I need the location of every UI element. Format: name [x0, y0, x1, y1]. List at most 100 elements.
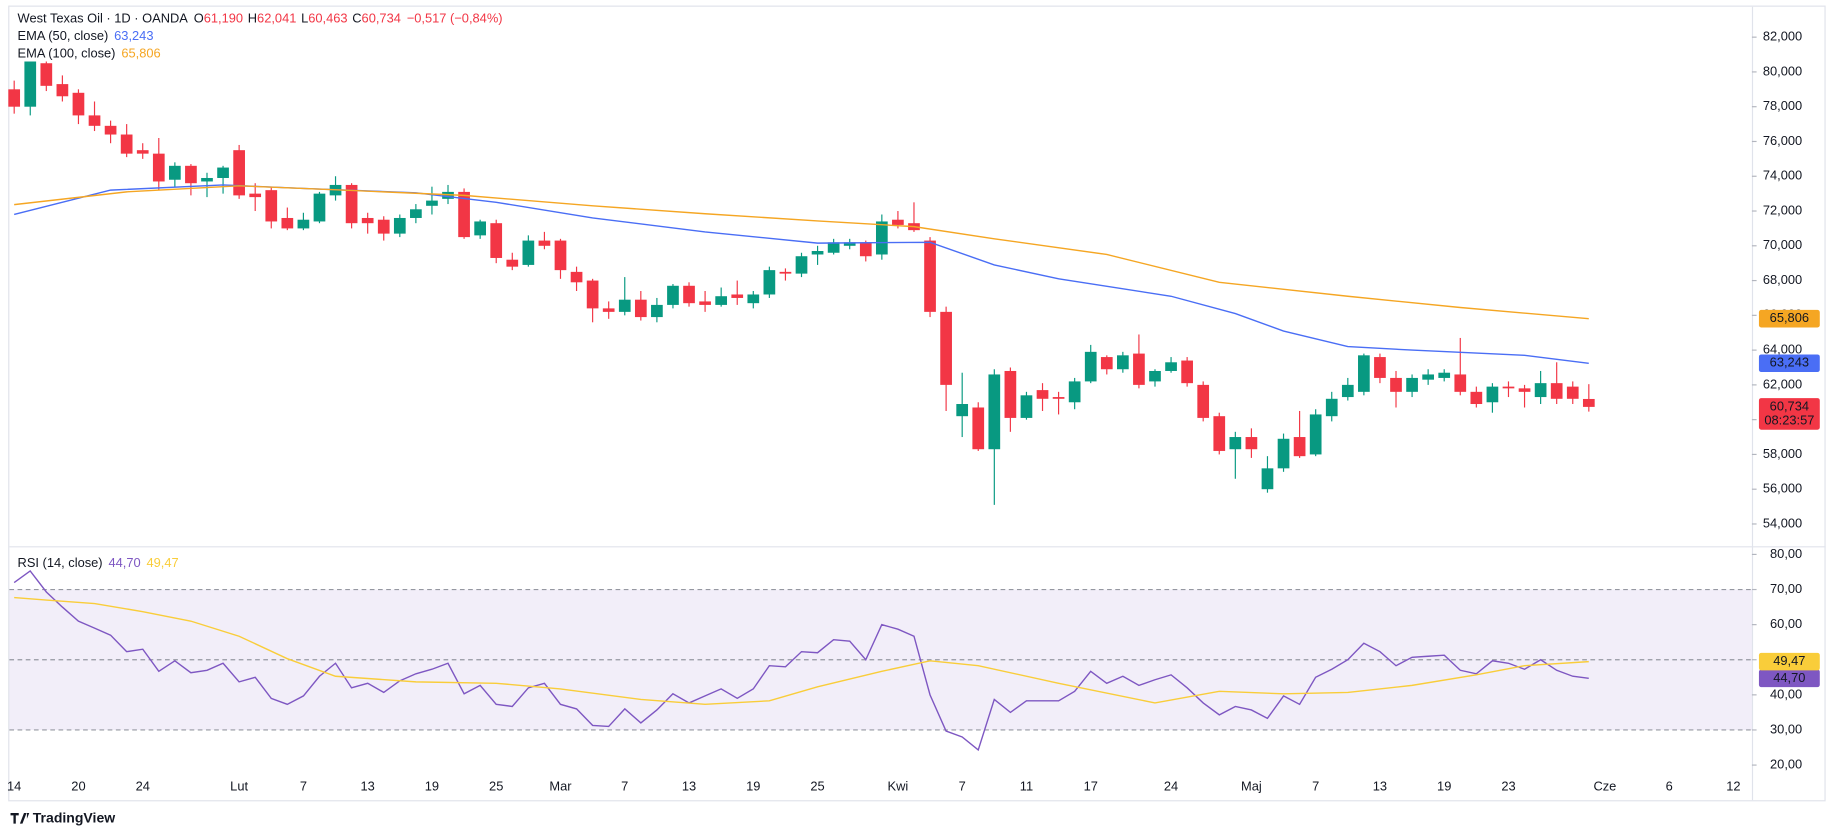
- x-tick-label: 20: [71, 779, 85, 794]
- candle-body: [297, 219, 310, 229]
- candle-body: [88, 115, 101, 126]
- candle-body: [1149, 370, 1161, 382]
- indicator-line: [14, 185, 1589, 320]
- candle-body: [875, 221, 888, 255]
- y-tick-label: 74,000: [1763, 168, 1802, 183]
- x-tick-label: 11: [1020, 779, 1033, 794]
- x-tick-label: Lut: [230, 779, 248, 794]
- x-tick-label: Kwi: [888, 779, 909, 794]
- price-label: 44,70: [1773, 670, 1805, 685]
- y-tick-label: 80,00: [1770, 546, 1802, 561]
- candle-body: [1117, 355, 1129, 370]
- x-tick-label: 24: [1164, 779, 1178, 794]
- y-tick-label: 30,00: [1770, 721, 1802, 736]
- legend-name: EMA (100, close): [18, 46, 116, 61]
- candle-body: [426, 200, 438, 206]
- candle-body: [1358, 355, 1370, 392]
- candle-body: [715, 296, 728, 305]
- x-tick-label: 7: [300, 779, 307, 794]
- x-tick-label: 25: [810, 779, 824, 794]
- x-tick-label: 19: [1437, 779, 1451, 794]
- x-tick-label: 6: [1666, 779, 1673, 794]
- candle-body: [1261, 468, 1274, 490]
- logo-icon: [10, 813, 30, 824]
- candle-body: [586, 280, 599, 309]
- candle-body: [1341, 384, 1354, 398]
- legend-value: 49,47: [146, 555, 178, 570]
- candle-body: [361, 217, 374, 224]
- candle-body: [377, 219, 390, 234]
- candle-body: [1566, 386, 1579, 399]
- candle-body: [1068, 381, 1081, 403]
- x-tick-label: Cze: [1593, 779, 1616, 794]
- x-tick-label: 7: [959, 779, 966, 794]
- candle-body: [1293, 437, 1306, 457]
- legend-value: 63,243: [114, 29, 153, 44]
- candle-body: [651, 304, 663, 318]
- candle-body: [699, 301, 711, 305]
- candle-body: [233, 150, 245, 196]
- candle-body: [1390, 377, 1402, 392]
- legend-value: 44,70: [108, 555, 140, 570]
- legend-name: RSI (14, close): [18, 555, 103, 570]
- ohlc-value: 60,734: [362, 11, 401, 26]
- x-tick-label: 13: [1373, 779, 1387, 794]
- candle-body: [956, 404, 969, 417]
- candle-body: [1406, 377, 1418, 392]
- candle-body: [265, 190, 278, 222]
- x-tick-label: 7: [621, 779, 628, 794]
- x-tick-label: 13: [682, 779, 696, 794]
- x-tick-label: 25: [489, 779, 503, 794]
- candle-body: [1454, 374, 1467, 392]
- candle-body: [458, 191, 470, 238]
- y-tick-label: 20,00: [1770, 756, 1802, 771]
- y-tick-label: 72,000: [1763, 202, 1802, 217]
- candle-body: [1181, 360, 1193, 384]
- y-tick-label: 70,00: [1770, 581, 1802, 596]
- candle-body: [940, 311, 952, 385]
- candle-body: [1422, 374, 1434, 380]
- candle-body: [1277, 438, 1290, 469]
- legend-name: EMA (50, close): [18, 29, 109, 44]
- y-tick-label: 56,000: [1763, 481, 1802, 496]
- candle-body: [1213, 416, 1226, 451]
- candle-body: [1518, 388, 1531, 392]
- candle-body: [474, 221, 486, 236]
- candle-body: [1036, 390, 1049, 399]
- y-tick-label: 78,000: [1763, 98, 1802, 113]
- candle-body: [313, 193, 326, 222]
- price-label-box: [1758, 309, 1820, 328]
- symbol-title: West Texas Oil · 1D · OANDA: [18, 11, 189, 26]
- candle-body: [345, 184, 358, 224]
- candle-body: [570, 271, 583, 283]
- candle-body: [892, 219, 904, 225]
- candle-body: [522, 240, 535, 265]
- candle-body: [1486, 386, 1499, 403]
- price-label-box: [1758, 669, 1820, 688]
- axis-layer: 54,00056,00058,00060,00062,00064,00066,0…: [7, 29, 1820, 794]
- frame: [8, 5, 1826, 802]
- candle-body: [1534, 383, 1547, 398]
- candle-body: [72, 92, 85, 116]
- ohlc-letter: L: [301, 11, 308, 26]
- marks-layer: [8, 61, 1595, 752]
- price-label-box: [1758, 652, 1820, 671]
- x-tick-label: 14: [7, 779, 21, 794]
- y-tick-label: 68,000: [1763, 272, 1802, 287]
- candle-body: [136, 150, 149, 154]
- rsi-legend: RSI (14, close) 44,70 49,47: [18, 555, 179, 570]
- ohlc-letter: O: [194, 11, 204, 26]
- y-tick-label: 82,000: [1763, 29, 1802, 44]
- candle-body: [1133, 353, 1145, 385]
- candle-body: [1229, 437, 1242, 450]
- candle-body: [763, 270, 776, 295]
- candle-body: [1004, 370, 1017, 418]
- indicator-line: [14, 596, 1589, 706]
- ohlc-letter: C: [352, 11, 361, 26]
- candle-body: [972, 407, 985, 450]
- candle-body: [506, 259, 519, 267]
- candle-body: [490, 223, 503, 258]
- ema-legend: EMA (100, close) 65,806: [18, 46, 161, 61]
